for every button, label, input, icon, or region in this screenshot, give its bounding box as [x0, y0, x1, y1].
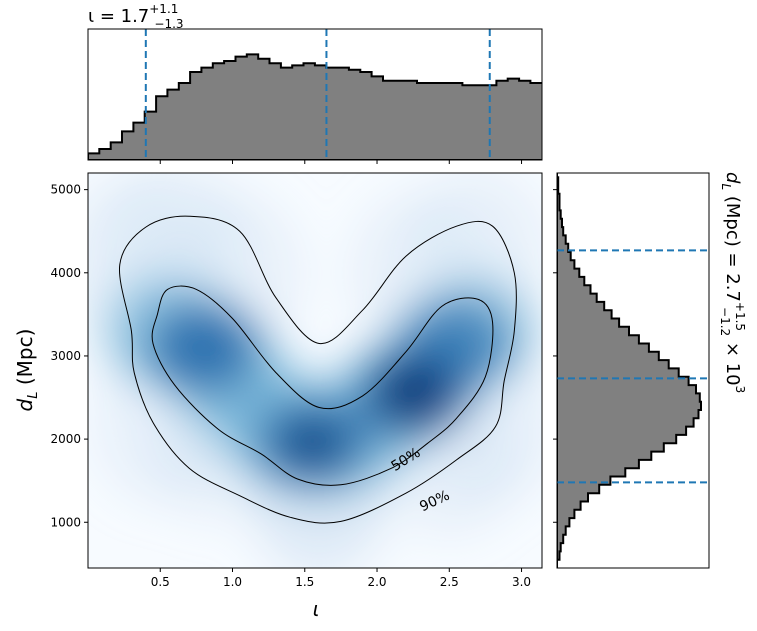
contour-50pct: [151, 285, 494, 486]
top-histogram-bin: [701, 39, 712, 160]
density-core: [375, 363, 452, 424]
top-marginal-panel: ι = 1.7+1.1 −1.3: [87, 2, 757, 164]
y-tick-label: 5000: [50, 183, 81, 197]
y-axis-ticks: 1000 2000 3000 4000 5000: [50, 183, 88, 529]
top-histogram-bin: [723, 46, 734, 160]
top-histogram-bin: [667, 43, 678, 160]
top-histogram-bin: [542, 83, 553, 160]
right-marginal-panel: dL (Mpc) = 2.7+1.5−1.2 × 103: [553, 172, 747, 569]
top-histogram-bin: [587, 72, 598, 160]
top-histogram-bin: [633, 50, 644, 160]
top-histogram-bin: [689, 41, 700, 160]
top-histogram-bin: [576, 76, 587, 160]
y-axis-label: dL (Mpc): [13, 329, 41, 412]
top-histogram-bin: [644, 48, 655, 160]
density-peak-0: [148, 302, 259, 393]
density-core-2: [277, 419, 346, 468]
top-histogram-bin: [655, 46, 666, 160]
top-histogram-bin: [553, 85, 564, 160]
x-tick-label: 1.5: [295, 575, 314, 589]
y-tick-label: 3000: [50, 349, 81, 363]
x-tick-label: 2.0: [367, 575, 386, 589]
top-marginal-title: ι = 1.7+1.1 −1.3: [88, 2, 184, 31]
x-axis-label: ι: [313, 597, 320, 621]
top-histogram-bin: [621, 57, 632, 160]
y-tick-label: 4000: [50, 266, 81, 280]
x-tick-label: 1.0: [223, 575, 242, 589]
contour-90pct: [118, 215, 517, 524]
x-tick-label: 0.5: [151, 575, 170, 589]
top-histogram-bin: [598, 68, 609, 160]
top-histogram-bin: [564, 81, 575, 160]
x-tick-label: 3.0: [512, 575, 531, 589]
right-y-ticks: [553, 189, 557, 523]
x-axis-ticks: 0.5 1.0 1.5 2.0 2.5 3.0: [151, 568, 531, 589]
top-histogram-bars: [88, 53, 542, 160]
right-histogram: [557, 173, 702, 568]
top-histogram-bin: [746, 54, 757, 160]
right-histogram-bars: [557, 173, 702, 568]
top-histogram-bin: [610, 61, 621, 160]
x-tick-label: 2.5: [440, 575, 459, 589]
top-histogram-bin: [712, 41, 723, 160]
top-histogram-bin: [735, 50, 746, 160]
joint-panel: 0.5 1.0 1.5 2.0 2.5 3.0 10002000300040005000 …: [13, 172, 543, 621]
right-quantile-lines: [557, 249, 709, 484]
top-histogram: [88, 39, 757, 160]
y-tick-label: 2000: [50, 432, 81, 446]
top-histogram-bin: [678, 46, 689, 160]
right-marginal-title: dL (Mpc) = 2.7+1.5−1.2 × 103: [718, 172, 747, 393]
top-x-ticks: [159, 160, 523, 164]
credible-contours: [118, 215, 517, 524]
y-tick-label: 1000: [50, 515, 81, 529]
